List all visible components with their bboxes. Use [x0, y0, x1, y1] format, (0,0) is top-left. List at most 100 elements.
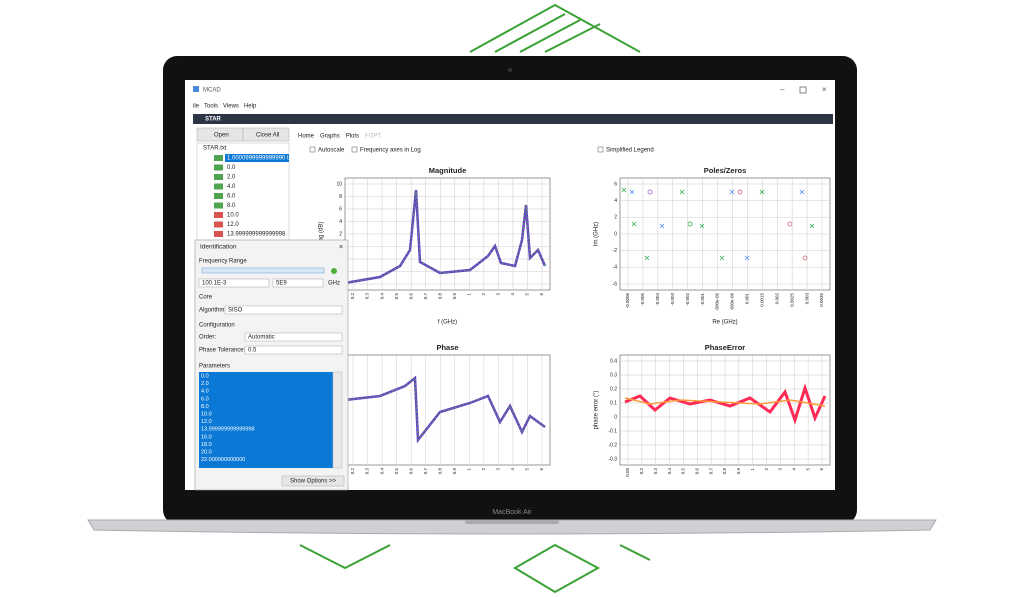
parameter-item[interactable]: 0.0 — [201, 373, 209, 379]
x-tick-label: 0.8 — [722, 468, 727, 475]
plot-title: Magnitude — [429, 166, 467, 175]
laptop-base — [87, 519, 937, 535]
x-tick-label: 5 — [525, 468, 530, 471]
x-tick-label: 0.5 — [394, 293, 399, 300]
x-tick-label: 0.0025 — [789, 293, 794, 307]
x-tick-label: 0.9 — [452, 468, 457, 475]
parameter-item[interactable]: 18.0 — [201, 442, 212, 448]
x-tick-label: 0.7 — [708, 468, 713, 475]
x-tick-label: 0.3 — [365, 293, 370, 300]
menu-item[interactable]: ile — [193, 104, 200, 110]
x-tick-label: 1 — [466, 468, 471, 471]
x-tick-label: 4 — [791, 468, 796, 471]
minimize-button[interactable]: – — [780, 85, 785, 94]
plot-title: Phase — [436, 343, 458, 352]
fmin-value: 100.1E-3 — [202, 281, 227, 287]
x-tick-label: 0.003 — [804, 293, 809, 305]
refresh-icon[interactable] — [331, 268, 337, 274]
log-label: Frequency axes in Log — [360, 148, 421, 154]
parameter-item[interactable]: 20.0 — [201, 449, 212, 455]
maximize-button[interactable] — [799, 86, 807, 94]
menu-item[interactable]: Views — [223, 104, 239, 110]
tree-icon — [214, 212, 223, 218]
dialog-title: Identification — [200, 244, 237, 251]
tree-item[interactable]: 10.0 — [227, 213, 239, 219]
x-tick-label: 0.5 — [394, 468, 399, 475]
tree-icon — [214, 202, 223, 209]
tree-item[interactable]: 13.999999999999998 — [227, 232, 286, 238]
dialog-close[interactable]: × — [339, 244, 343, 251]
parameter-item[interactable]: 13.999999999999998 — [201, 427, 255, 433]
x-tick-label: 0.6 — [408, 293, 413, 300]
x-tick-label: 1 — [750, 468, 755, 471]
x-tick-label: 2 — [481, 468, 486, 471]
tree-item[interactable]: 0.0 — [227, 165, 236, 171]
parameter-item[interactable]: 22.000000000000 — [201, 457, 245, 463]
x-tick-label: 3 — [496, 293, 501, 296]
x-tick-label: 0.2 — [350, 293, 355, 300]
tree-root[interactable]: STAR.txt — [203, 146, 227, 152]
app-icon — [193, 86, 199, 92]
x-tick-label: 0.09 — [625, 468, 630, 477]
show-options-button[interactable] — [281, 475, 345, 487]
y-tick-label: 0 — [614, 231, 617, 237]
tab[interactable]: Graphs — [320, 134, 340, 140]
x-tick-label: 3 — [778, 468, 783, 471]
parameter-item[interactable]: 8.0 — [201, 404, 209, 410]
y-tick-label: 2 — [339, 231, 342, 237]
x-tick-label: 600e-06 — [730, 293, 735, 310]
autoscale-checkbox[interactable] — [309, 146, 316, 153]
tab[interactable]: Plots — [346, 134, 359, 140]
y-tick-label: 0.1 — [610, 400, 617, 406]
camera — [508, 68, 512, 72]
x-tick-label: 6 — [539, 293, 544, 296]
y-tick-label: 6 — [339, 206, 342, 212]
legend-checkbox[interactable] — [597, 146, 604, 153]
tree-item[interactable]: 6.0 — [227, 194, 236, 200]
x-tick-label: 0.2 — [639, 468, 644, 475]
parameter-item[interactable]: 12.0 — [201, 419, 212, 425]
title-bar — [185, 80, 835, 100]
show-options-label: Show Options >> — [290, 479, 337, 485]
x-tick-label: 6 — [539, 468, 544, 471]
y-tick-label: 4 — [339, 219, 342, 225]
x-tick-label: -0.002 — [685, 293, 690, 306]
tree-item[interactable]: 12.0 — [227, 222, 239, 228]
parameter-item[interactable]: 4.0 — [201, 389, 209, 395]
x-tick-label: -0.001 — [700, 293, 705, 306]
order-select[interactable] — [244, 332, 343, 342]
laptop-label: MacBook Air — [492, 509, 532, 516]
x-tick-label: 1 — [466, 293, 471, 296]
menu-item[interactable]: Help — [244, 104, 257, 110]
parameters-list[interactable] — [199, 372, 333, 468]
parameter-item[interactable]: 10.0 — [201, 411, 212, 417]
x-tick-label: 5 — [805, 468, 810, 471]
algorithm-value: SISO — [228, 308, 243, 314]
tab[interactable]: Home — [298, 134, 315, 140]
x-tick-label: 0.7 — [423, 468, 428, 475]
tab[interactable]: FOPT — [365, 134, 381, 140]
tree-item[interactable]: 4.0 — [227, 184, 236, 190]
tree-icon — [214, 193, 223, 199]
parameter-item[interactable]: 2.0 — [201, 381, 209, 387]
fmin-field[interactable] — [198, 278, 270, 288]
tree-icon — [214, 221, 223, 228]
log-checkbox[interactable] — [351, 146, 358, 153]
tree-item[interactable]: 8.0 — [227, 203, 236, 209]
parameter-item[interactable]: 6.0 — [201, 396, 209, 402]
x-tick-label: 0.001 — [745, 293, 750, 305]
scrollbar[interactable] — [332, 371, 343, 469]
parameter-item[interactable]: 16.0 — [201, 434, 212, 440]
menu-item[interactable]: Tools — [204, 104, 218, 110]
x-tick-label: 0.8 — [437, 293, 442, 300]
algorithm-select[interactable] — [224, 305, 343, 315]
tolerance-field[interactable] — [244, 345, 343, 355]
close-all-button[interactable] — [242, 127, 290, 142]
tree-item[interactable]: 2.0 — [227, 175, 236, 181]
tree-item[interactable]: 1.0000999999999990 to 1 — [227, 156, 298, 162]
close-button[interactable]: × — [822, 85, 827, 94]
frequency-slider[interactable] — [201, 267, 325, 274]
fmax-field[interactable] — [272, 278, 324, 288]
x-tick-label: -0.003 — [670, 293, 675, 306]
